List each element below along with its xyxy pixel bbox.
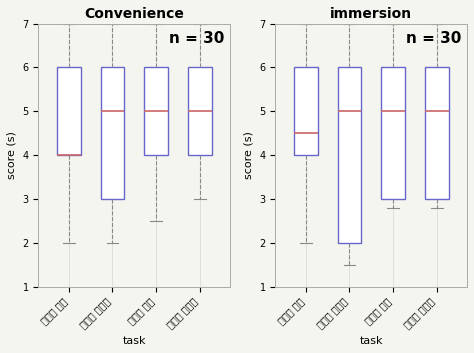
X-axis label: task: task xyxy=(122,336,146,346)
Y-axis label: score (s): score (s) xyxy=(244,131,254,179)
PathPatch shape xyxy=(100,67,125,199)
PathPatch shape xyxy=(57,67,81,155)
PathPatch shape xyxy=(144,67,168,155)
X-axis label: task: task xyxy=(359,336,383,346)
Text: n = 30: n = 30 xyxy=(169,31,224,46)
PathPatch shape xyxy=(337,67,362,243)
PathPatch shape xyxy=(425,67,448,199)
PathPatch shape xyxy=(294,67,318,155)
Title: Convenience: Convenience xyxy=(84,7,184,21)
Y-axis label: score (s): score (s) xyxy=(7,131,17,179)
PathPatch shape xyxy=(381,67,405,199)
Text: n = 30: n = 30 xyxy=(406,31,461,46)
PathPatch shape xyxy=(188,67,211,155)
Title: immersion: immersion xyxy=(330,7,412,21)
